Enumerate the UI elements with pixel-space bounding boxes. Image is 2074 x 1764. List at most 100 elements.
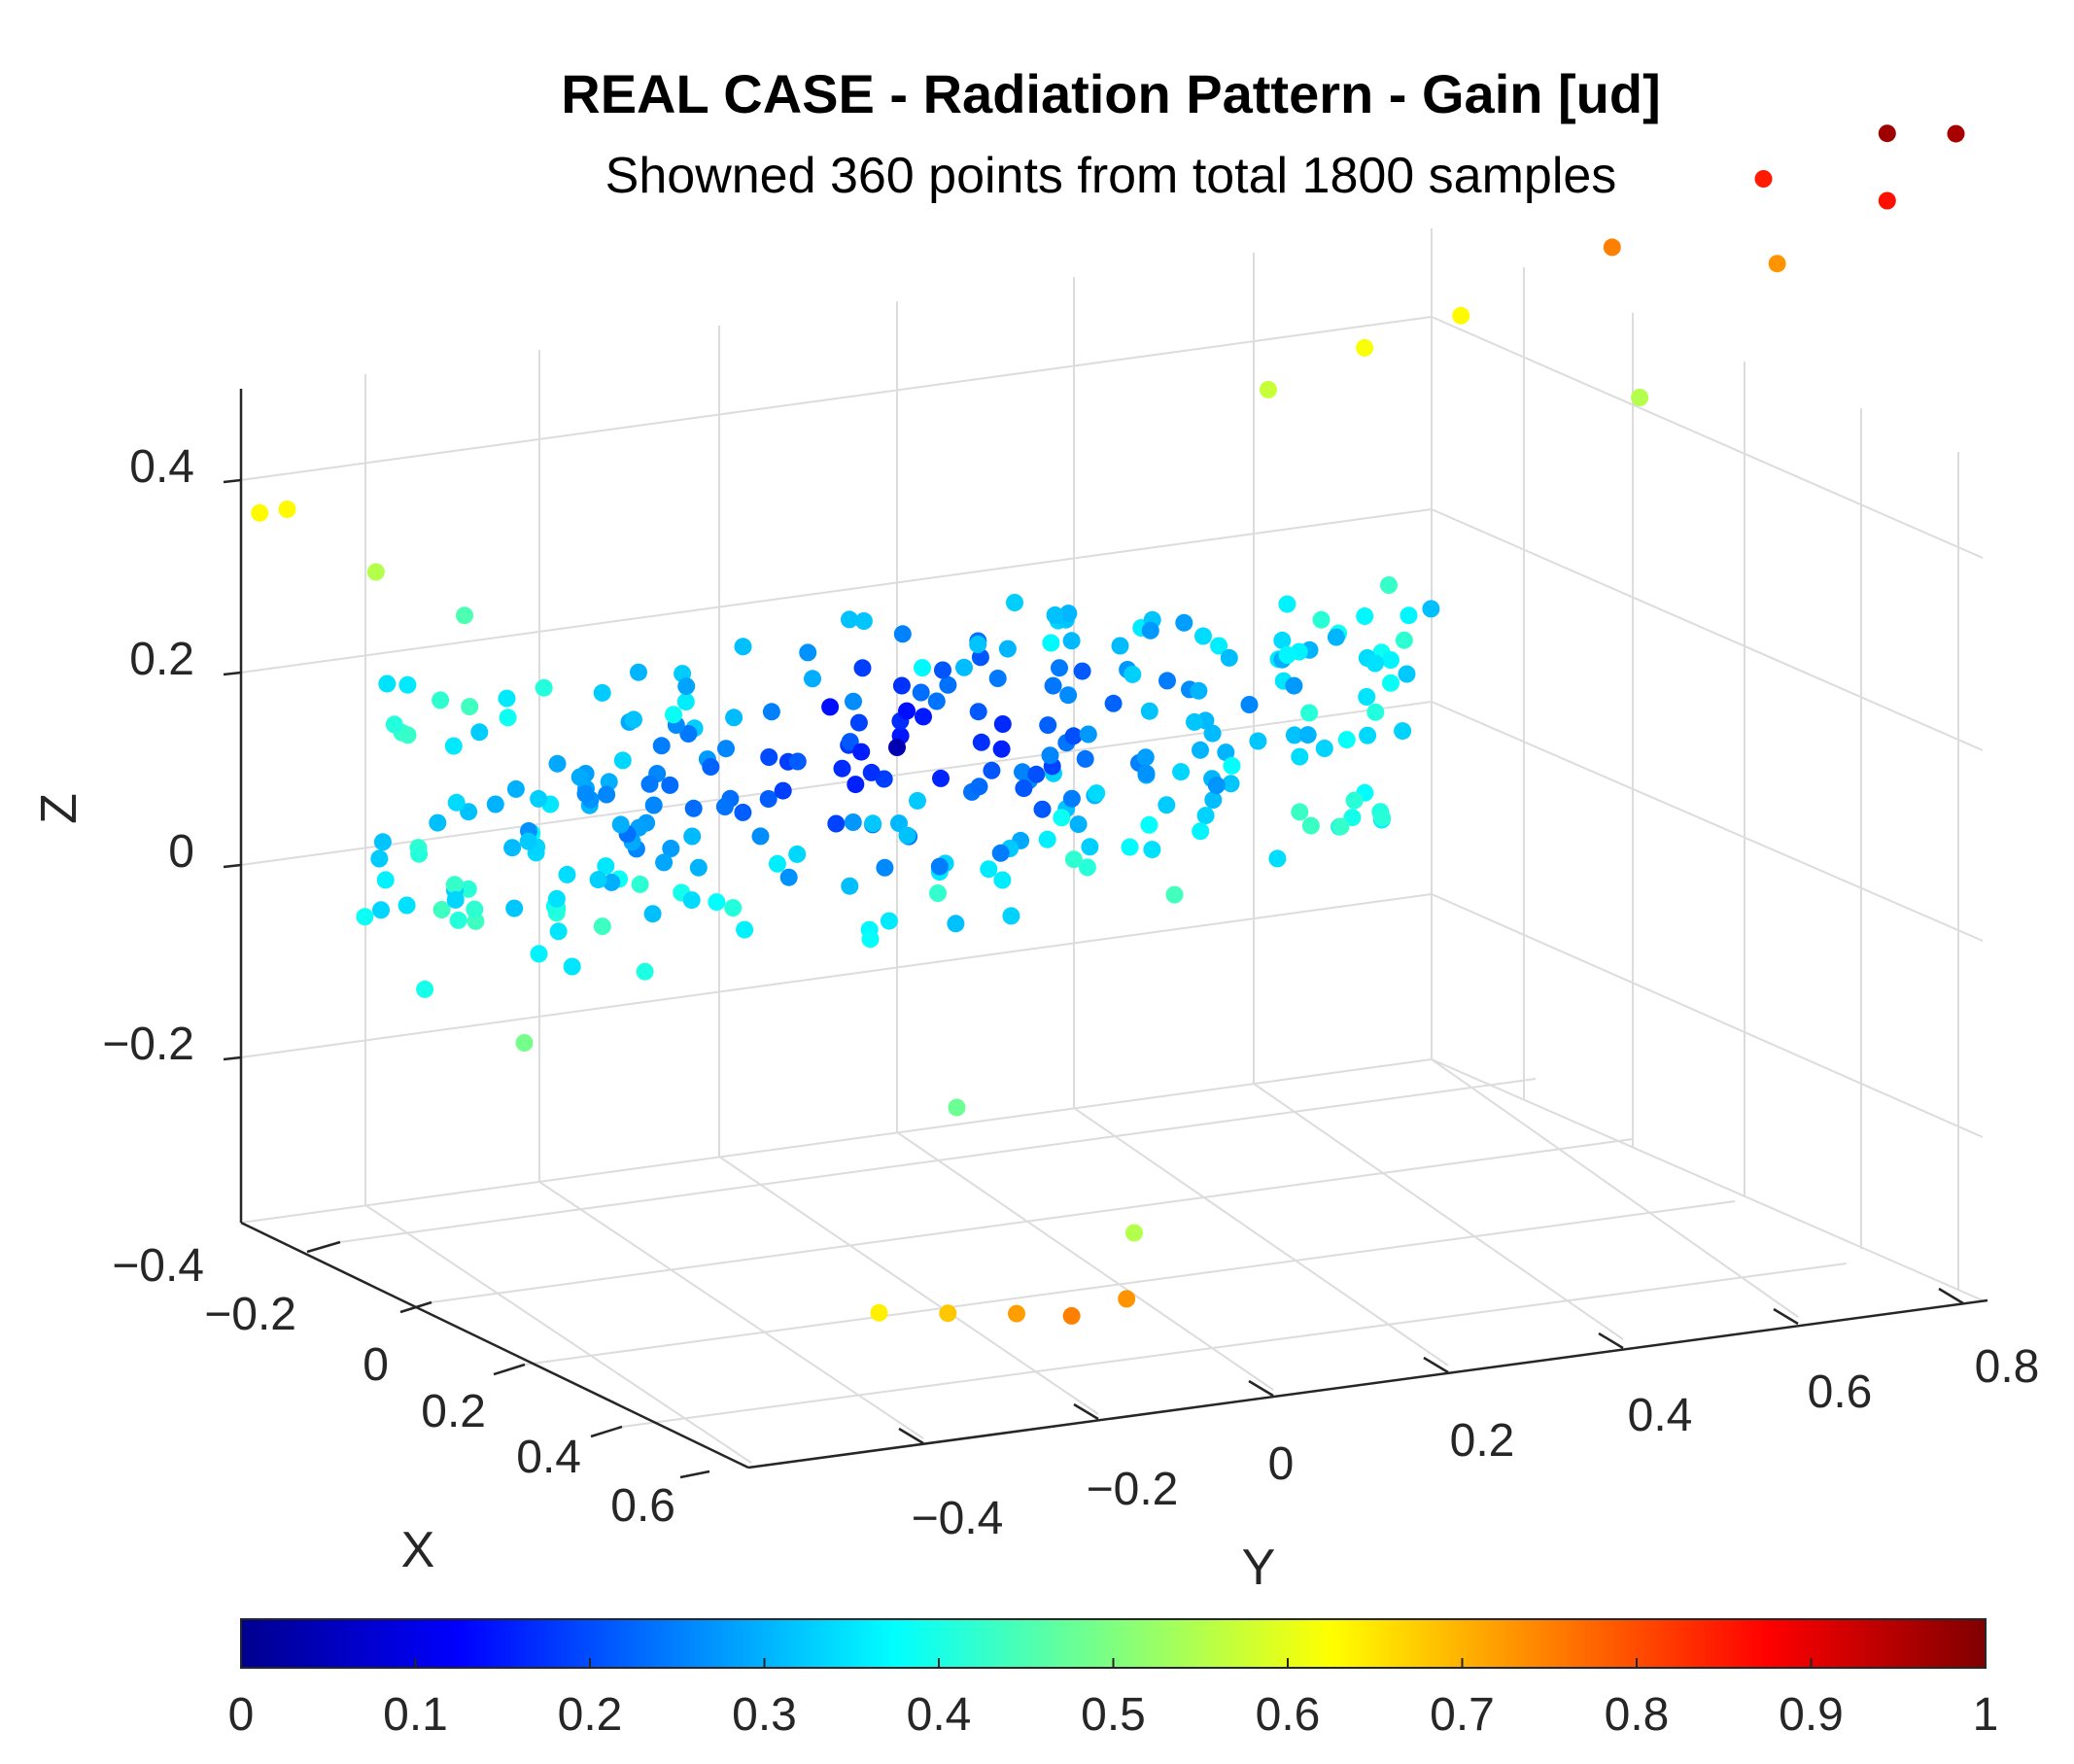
scatter-point [416, 980, 434, 998]
scatter-point [1158, 672, 1176, 690]
scatter-point [1223, 756, 1241, 775]
scatter-point [1260, 380, 1277, 398]
y-tick-mark [1423, 1356, 1449, 1374]
scatter-point [643, 905, 662, 923]
scatter-point [1337, 731, 1356, 749]
scatter-point [570, 768, 589, 786]
scatter-point [1053, 809, 1071, 827]
scatter-point [948, 1098, 966, 1117]
x-tick-mark [399, 1300, 432, 1314]
scatter-point [506, 779, 525, 798]
colorbar-ticks: 0 0.1 0.2 0.3 0.4 0.5 0.6 0.7 0.8 0.9 1 [228, 1658, 1998, 1741]
scatter-point [932, 769, 950, 787]
scatter-point [970, 778, 988, 796]
scatter-point [980, 860, 998, 879]
colorbar-tick-label: 0.3 [732, 1689, 797, 1741]
chart-title: REAL CASE - Radiation Pattern - Gain [ud… [561, 63, 1660, 124]
scatter-point [486, 795, 504, 813]
scatter-point [1002, 907, 1020, 925]
scatter-points [251, 124, 1965, 1325]
scatter-point [927, 692, 946, 710]
scatter-point [939, 675, 957, 694]
scatter-point [676, 693, 695, 710]
scatter-point [1140, 702, 1158, 720]
scatter-point [1331, 817, 1350, 836]
scatter-point [724, 899, 743, 917]
x-tick-mark [306, 1240, 341, 1254]
scatter-point [640, 775, 659, 793]
z-tick-label: −0.2 [102, 1019, 194, 1070]
scatter-point [563, 957, 581, 976]
scatter-point [876, 858, 894, 877]
scatter-point [1046, 605, 1064, 624]
scatter-point [1079, 725, 1097, 744]
scatter-point [519, 832, 537, 850]
scatter-point [1358, 688, 1376, 706]
scatter-point [1315, 740, 1333, 757]
scatter-point [969, 636, 987, 653]
scatter-point [1038, 830, 1056, 848]
scatter-point [1141, 621, 1159, 640]
scatter-point [915, 708, 932, 726]
scatter-point [861, 930, 880, 949]
scatter-point [1051, 659, 1068, 677]
scatter-point [589, 871, 607, 889]
scatter-point [1217, 744, 1235, 762]
scatter-point [852, 743, 871, 761]
colorbar-tick-label: 0.2 [558, 1689, 623, 1741]
scatter-point [788, 845, 807, 863]
scatter-point [841, 733, 859, 751]
scatter-point [845, 692, 862, 710]
x-tick-mark [590, 1425, 623, 1438]
scatter-point [1042, 634, 1060, 652]
scatter-point [1006, 594, 1023, 611]
scatter-point [1064, 727, 1083, 745]
scatter-point [1062, 789, 1081, 808]
scatter-point [466, 900, 484, 918]
scatter-point [558, 865, 576, 883]
scatter-point [1380, 576, 1398, 594]
scatter-point [1301, 816, 1320, 835]
colorbar-tick-label: 0.4 [907, 1689, 972, 1741]
grid-line [240, 508, 1433, 674]
scatter-point [1044, 676, 1062, 695]
scatter-point [909, 791, 926, 810]
scatter-point [684, 799, 703, 817]
scatter-point [499, 709, 517, 727]
scatter-point [373, 833, 392, 851]
scatter-point [498, 689, 516, 708]
scatter-point [1422, 600, 1440, 618]
z-tick-labels: −0.2 0 0.2 0.4 [102, 441, 194, 1070]
z-tick-label: 0.4 [129, 441, 194, 493]
scatter-point [1220, 648, 1238, 667]
axes [223, 389, 1988, 1479]
scatter-point [1240, 696, 1259, 713]
scatter-point [929, 884, 947, 902]
y-tick-mark [1773, 1307, 1799, 1326]
scatter-point [460, 803, 478, 821]
scatter-point [1073, 662, 1091, 680]
scatter-point [1394, 722, 1412, 741]
scatter-point [788, 752, 807, 771]
scatter-point [1878, 124, 1896, 143]
scatter-point [459, 880, 477, 898]
scatter-point [870, 1303, 888, 1322]
scatter-point [530, 945, 548, 963]
x-tick-label: 0.6 [610, 1480, 675, 1532]
scatter-point [398, 675, 417, 694]
scatter-point [914, 659, 931, 677]
scatter-point [598, 785, 616, 804]
z-tick-label: 0 [168, 826, 194, 878]
z-axis-label: Z [31, 793, 87, 824]
scatter-point [1312, 610, 1331, 629]
scatter-point [1104, 694, 1123, 712]
scatter-point [1137, 764, 1156, 782]
grid-line [1431, 701, 1984, 942]
scatter-point [893, 625, 912, 643]
scatter-point [734, 638, 752, 656]
scatter-point [410, 845, 429, 863]
scatter-point [1027, 765, 1046, 783]
scatter-point [662, 840, 680, 857]
x-tick-label: 0.2 [421, 1386, 486, 1437]
scatter-point [1194, 627, 1212, 645]
